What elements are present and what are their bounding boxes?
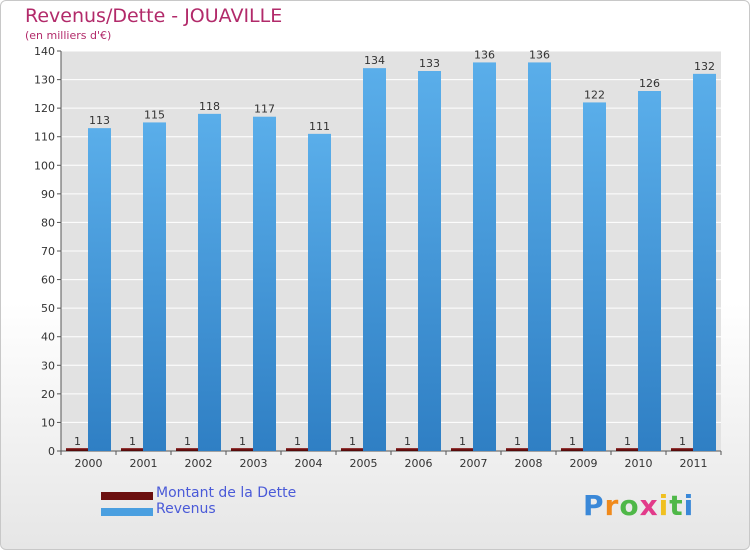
y-tick-label: 50: [41, 302, 55, 315]
bar-revenus: [253, 116, 276, 451]
bar-dette: [396, 448, 419, 451]
data-label-revenus: 126: [639, 77, 660, 90]
logo-letter: o: [619, 489, 640, 522]
legend-swatch-revenus: [101, 508, 153, 516]
data-label-revenus: 136: [474, 48, 495, 61]
bar-revenus: [418, 71, 441, 451]
logo-letter: t: [669, 489, 684, 522]
legend-swatch-dette: [101, 492, 153, 500]
x-tick-label: 2005: [350, 457, 378, 470]
y-tick-label: 100: [34, 159, 55, 172]
data-label-revenus: 113: [89, 114, 110, 127]
y-tick-label: 90: [41, 188, 55, 201]
y-tick-label: 40: [41, 331, 55, 344]
y-tick-label: 80: [41, 216, 55, 229]
data-label-dette: 1: [184, 435, 191, 448]
data-label-dette: 1: [569, 435, 576, 448]
y-tick-label: 110: [34, 131, 55, 144]
y-tick-label: 30: [41, 359, 55, 372]
x-tick-label: 2004: [295, 457, 323, 470]
data-label-revenus: 134: [364, 54, 385, 67]
bar-dette: [121, 448, 144, 451]
x-tick-label: 2003: [240, 457, 268, 470]
y-tick-label: 130: [34, 74, 55, 87]
bar-dette: [616, 448, 639, 451]
y-tick-label: 10: [41, 416, 55, 429]
data-label-dette: 1: [679, 435, 686, 448]
bar-revenus: [528, 62, 551, 452]
data-label-dette: 1: [239, 435, 246, 448]
bar-dette: [231, 448, 254, 451]
chart-title: Revenus/Dette - JOUAVILLE: [25, 5, 283, 27]
bar-dette: [341, 448, 364, 451]
y-tick-label: 70: [41, 245, 55, 258]
bar-dette: [671, 448, 694, 451]
bar-dette: [66, 448, 89, 451]
x-tick-label: 2007: [460, 457, 488, 470]
data-label-revenus: 111: [309, 120, 330, 133]
y-tick-label: 140: [34, 45, 55, 58]
data-label-dette: 1: [349, 435, 356, 448]
bar-dette: [506, 448, 529, 451]
y-tick-label: 0: [48, 445, 55, 458]
data-label-revenus: 132: [694, 60, 715, 73]
x-tick-label: 2009: [570, 457, 598, 470]
x-tick-label: 2002: [185, 457, 213, 470]
data-label-revenus: 118: [199, 100, 220, 113]
y-tick-label: 60: [41, 274, 55, 287]
logo-letter: i: [683, 489, 695, 522]
bar-revenus: [583, 102, 606, 451]
bar-revenus: [143, 122, 166, 451]
bar-revenus: [638, 91, 661, 451]
x-tick-label: 2008: [515, 457, 543, 470]
data-label-revenus: 115: [144, 108, 165, 121]
x-tick-label: 2006: [405, 457, 433, 470]
data-label-dette: 1: [514, 435, 521, 448]
logo-letter: i: [658, 489, 670, 522]
bar-dette: [286, 448, 309, 451]
bar-dette: [176, 448, 199, 451]
logo-letter: r: [604, 489, 620, 522]
legend-label-dette: Montant de la Dette: [156, 485, 297, 501]
x-tick-label: 2011: [680, 457, 708, 470]
y-tick-label: 20: [41, 388, 55, 401]
x-tick-label: 2000: [75, 457, 103, 470]
data-label-dette: 1: [624, 435, 631, 448]
data-label-dette: 1: [459, 435, 466, 448]
data-label-dette: 1: [129, 435, 136, 448]
bar-revenus: [693, 73, 716, 451]
logo-letter: x: [639, 489, 659, 522]
data-label-dette: 1: [74, 435, 81, 448]
data-label-dette: 1: [294, 435, 301, 448]
data-label-revenus: 136: [529, 48, 550, 61]
data-label-revenus: 117: [254, 103, 275, 116]
proxiti-logo: Proxiti: [583, 489, 694, 522]
bar-revenus: [363, 68, 386, 452]
bar-revenus: [473, 62, 496, 452]
x-tick-label: 2010: [625, 457, 653, 470]
data-label-revenus: 122: [584, 88, 605, 101]
y-tick-label: 120: [34, 102, 55, 115]
bar-revenus: [308, 133, 331, 451]
x-tick-label: 2001: [130, 457, 158, 470]
bar-dette: [451, 448, 474, 451]
legend-label-revenus: Revenus: [156, 501, 216, 517]
bar-revenus: [198, 113, 221, 451]
bar-revenus: [88, 128, 111, 451]
logo-letter: P: [583, 489, 605, 522]
chart-subtitle: (en milliers d'€): [25, 29, 112, 42]
data-label-revenus: 133: [419, 57, 440, 70]
data-label-dette: 1: [404, 435, 411, 448]
bar-dette: [561, 448, 584, 451]
